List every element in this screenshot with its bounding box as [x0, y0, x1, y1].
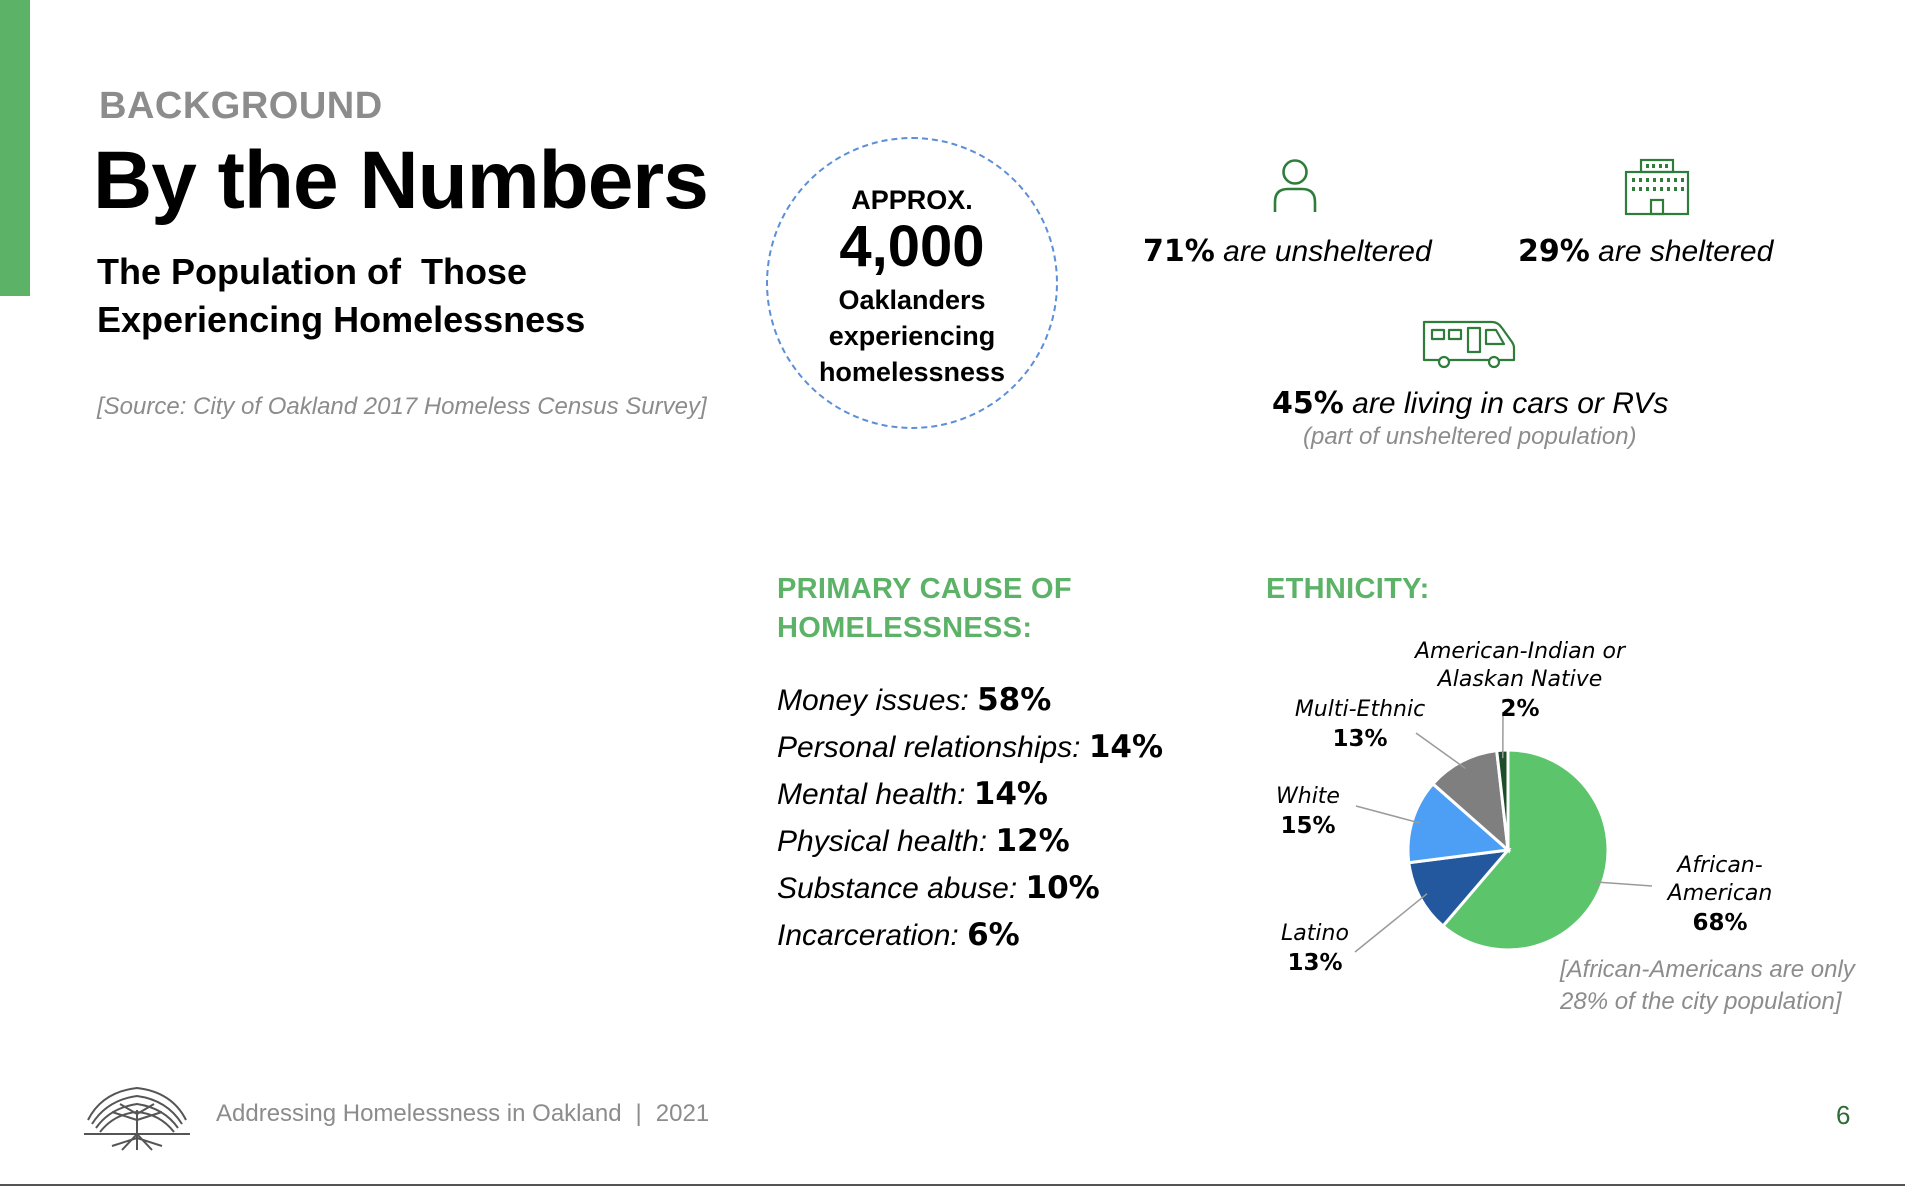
page-title: By the Numbers: [93, 135, 709, 226]
cause-item: Mental health: 14%: [777, 771, 1163, 818]
cause-value: 58%: [977, 682, 1052, 718]
building-icon: [1624, 158, 1690, 216]
source-citation: [Source: City of Oakland 2017 Homeless C…: [97, 393, 707, 420]
cause-value: 12%: [995, 823, 1070, 859]
cause-label: Incarceration:: [777, 919, 968, 952]
oak-tree-logo-icon: [82, 1080, 192, 1157]
stat-sheltered-value: 29%: [1518, 234, 1590, 269]
total-desc-line-2: experiencing: [828, 321, 996, 351]
causes-heading-line-2: HOMELESSNESS:: [777, 612, 1033, 644]
pie-leader-lines: [1354, 711, 1653, 953]
person-icon: [1272, 158, 1318, 214]
stat-sheltered: 29% are sheltered: [1518, 234, 1773, 269]
cause-label: Personal relationships:: [777, 731, 1089, 764]
stat-cars-rvs-note: (part of unsheltered population): [1303, 423, 1637, 450]
footer-year: 2021: [655, 1100, 710, 1127]
cause-value: 14%: [973, 776, 1048, 812]
footer-text: Addressing Homelessness in Oakland | 2021: [216, 1100, 709, 1128]
cause-item: Money issues: 58%: [777, 677, 1163, 724]
stat-cars-rvs: 45% are living in cars or RVs: [1272, 386, 1668, 421]
cause-label: Money issues:: [777, 684, 978, 717]
pie-label: Latino 13%: [1281, 921, 1349, 976]
stat-unsheltered-label: are unsheltered: [1223, 235, 1432, 268]
pie-leader-line: [1355, 805, 1421, 824]
pie-label: African-American 68%: [1666, 853, 1773, 936]
pie-slice: [1406, 781, 1512, 865]
section-kicker: BACKGROUND: [99, 85, 383, 127]
causes-heading-line-1: PRIMARY CAUSE OF: [777, 573, 1072, 605]
pie-leader-line: [1415, 732, 1466, 770]
subtitle-line-1: The Population of Those: [97, 251, 527, 292]
total-value: 4,000: [839, 214, 985, 279]
total-desc-line-1: Oaklanders: [838, 285, 986, 315]
pie-labels: African-American 68% Latino 13% White 15% Mult…: [1276, 639, 1772, 976]
cause-item: Personal relationships: 14%: [777, 724, 1163, 771]
pie-label: American-Indian or Alaskan Native 2%: [1413, 639, 1627, 722]
stat-unsheltered-value: 71%: [1143, 234, 1215, 269]
cause-label: Substance abuse:: [777, 872, 1026, 905]
total-desc-line-3: homelessness: [818, 357, 1006, 387]
ethnicity-note-line-1: [African-Americans are only: [1560, 956, 1855, 983]
cause-label: Physical health:: [777, 825, 996, 858]
total-prefix: APPROX.: [851, 185, 973, 215]
subtitle-line-2: Experiencing Homelessness: [97, 299, 586, 340]
ethnicity-note: [African-Americans are only 28% of the c…: [1560, 954, 1860, 1018]
accent-bar: [0, 0, 30, 296]
pie-slices: [1406, 748, 1610, 952]
cause-item: Physical health: 12%: [777, 818, 1163, 865]
pie-leader-line: [1594, 881, 1653, 887]
footer-org: Addressing Homelessness in Oakland: [216, 1100, 622, 1127]
stat-cars-rvs-value: 45%: [1272, 386, 1344, 421]
cause-value: 14%: [1088, 729, 1164, 765]
pie-label: White 15%: [1276, 784, 1340, 839]
stat-cars-rvs-label: are living in cars or RVs: [1352, 387, 1669, 420]
cause-item: Incarceration: 6%: [777, 912, 1163, 959]
pie-slice: [1440, 748, 1610, 952]
pie-slice: [1407, 848, 1512, 929]
pie-slice: [1495, 748, 1510, 851]
cause-label: Mental health:: [777, 778, 974, 811]
footer-separator: |: [635, 1100, 642, 1127]
cause-value: 10%: [1025, 870, 1100, 906]
stat-sheltered-label: are sheltered: [1598, 235, 1774, 268]
rv-icon: [1422, 318, 1516, 370]
page-number: 6: [1836, 1100, 1851, 1130]
cause-value: 6%: [967, 917, 1020, 953]
causes-list: Money issues: 58% Personal relationships:…: [777, 677, 1163, 959]
cause-item: Substance abuse: 10%: [777, 865, 1163, 912]
pie-leader-line: [1354, 893, 1428, 953]
total-count-circle: APPROX. 4,000 Oaklanders experiencing ho…: [766, 137, 1058, 429]
pie-slice: [1430, 748, 1510, 854]
causes-heading: PRIMARY CAUSE OF HOMELESSNESS:: [777, 570, 1072, 648]
total-description: Oaklanders experiencing homelessness: [768, 282, 1056, 390]
page-subtitle: The Population of Those Experiencing Hom…: [97, 248, 657, 344]
pie-label: Multi-Ethnic 13%: [1295, 697, 1425, 752]
stat-unsheltered: 71% are unsheltered: [1143, 234, 1432, 269]
ethnicity-note-line-2: 28% of the city population]: [1560, 988, 1842, 1015]
ethnicity-heading: ETHNICITY:: [1266, 573, 1430, 605]
bottom-rule: [0, 1184, 1905, 1186]
